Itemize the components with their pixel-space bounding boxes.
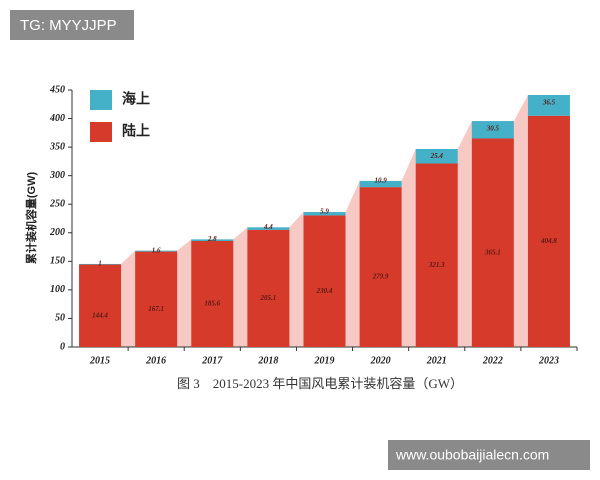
bar-segment [135,251,178,347]
bar-segment [527,115,570,347]
value-label: 404.8 [540,237,557,245]
bar-segment [527,94,570,116]
x-tick-label: 2021 [426,355,447,366]
bar-segment [135,250,178,252]
caption: 图 3 2015-2023 年中国风电累计装机容量（GW） [177,376,463,391]
watermark-box [10,10,134,40]
y-tick-label: 0 [60,341,65,352]
y-tick-label: 50 [55,313,65,324]
value-label: 25.4 [430,152,444,160]
bar-segment [303,212,346,216]
value-label: 321.3 [428,261,445,269]
bar-segment [303,215,346,347]
y-tick-label: 250 [49,199,65,210]
y-axis-label: 累计装机容量(GW) [24,172,38,265]
y-tick-label: 450 [49,84,65,95]
x-tick-label: 2022 [482,355,503,366]
x-tick-label: 2018 [257,355,278,366]
legend-swatch [90,122,112,142]
value-label: 279.9 [372,273,389,281]
bar-segment [191,241,234,347]
value-label: 2.8 [207,235,217,243]
bar-segment [247,227,290,230]
legend-swatch [90,90,112,110]
value-label: 365.1 [484,248,501,256]
bar-segment [415,148,458,164]
legend-label: 陆上 [122,123,150,139]
y-tick-label: 400 [49,113,65,124]
y-tick-label: 150 [50,256,65,267]
value-label: 1.6 [152,246,161,254]
value-label: 30.5 [486,125,500,133]
x-tick-label: 2015 [89,355,110,366]
bar-segment [359,187,402,347]
y-tick-label: 300 [49,170,65,181]
value-label: 167.1 [148,305,164,313]
y-tick-label: 100 [50,284,65,295]
watermark-box [388,440,590,470]
value-label: 5.9 [320,208,329,216]
value-label: 4.4 [263,223,273,231]
bar-segment [471,138,514,347]
x-tick-label: 2019 [314,355,335,366]
x-tick-label: 2016 [145,355,166,366]
bar-segment [359,180,402,188]
x-tick-label: 2023 [538,355,559,366]
y-tick-label: 350 [49,141,65,152]
bar-segment [79,263,122,265]
value-label: 230.4 [316,287,333,295]
y-tick-label: 200 [49,227,65,238]
bar-segment [471,121,514,139]
value-label: 185.6 [204,300,220,308]
bar-segment [79,264,122,347]
bar-segment [415,163,458,347]
watermark: www.oubobaijialecn.com [395,447,549,463]
bar-segment [191,239,234,242]
value-label: 1 [98,260,102,268]
value-label: 36.5 [542,99,556,107]
bar-segment [247,229,290,347]
value-label: 144.4 [92,311,108,319]
value-label: 10.9 [374,177,387,185]
legend-label: 海上 [122,91,150,107]
watermark: TG: MYYJJPP [20,17,117,34]
value-label: 205.1 [260,294,277,302]
x-tick-label: 2017 [201,355,223,366]
x-tick-label: 2020 [370,355,391,366]
